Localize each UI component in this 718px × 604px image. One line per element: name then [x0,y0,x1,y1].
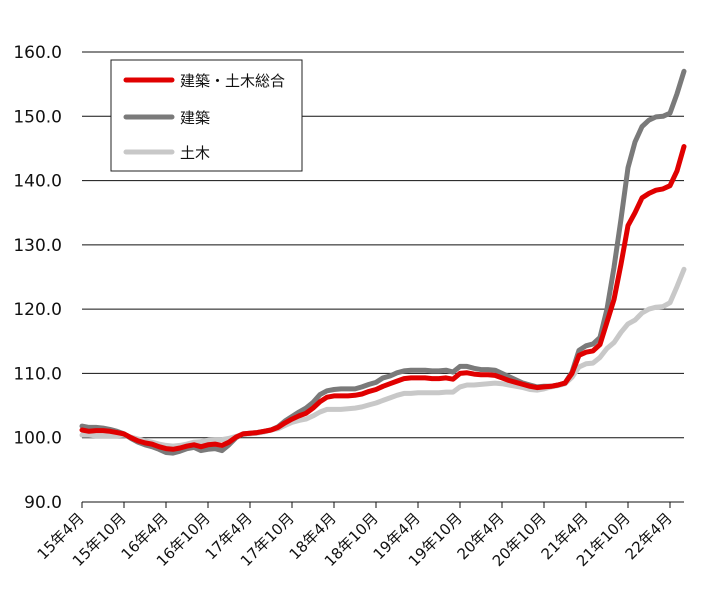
series-lines [79,68,687,456]
series-line-0 [79,144,687,452]
y-tick-label: 140.0 [13,172,62,192]
x-axis-tick-labels: 15年4月15年10月16年4月16年10月17年4月17年10月18年4月18… [34,509,676,570]
legend: 建築・土木総合 建築 土木 [110,59,303,172]
legend-label-civil: 土木 [180,144,210,162]
legend-label-building: 建築 [180,109,210,127]
y-tick-label: 130.0 [13,236,62,256]
y-tick-label: 160.0 [13,43,62,63]
series-line-2 [79,266,687,449]
y-tick-label: 90.0 [24,493,62,513]
series-line-1 [79,68,687,456]
x-tick-label: 22年4月 [622,509,676,563]
axes [81,501,684,508]
y-tick-label: 100.0 [13,429,62,449]
y-tick-label: 150.0 [13,107,62,127]
y-tick-label: 110.0 [13,364,62,384]
legend-label-total: 建築・土木総合 [180,72,285,90]
y-tick-label: 120.0 [13,300,62,320]
y-axis-tick-labels: 90.0 100.0 110.0 120.0 130.0 140.0 150.0 160.0 [13,43,62,513]
